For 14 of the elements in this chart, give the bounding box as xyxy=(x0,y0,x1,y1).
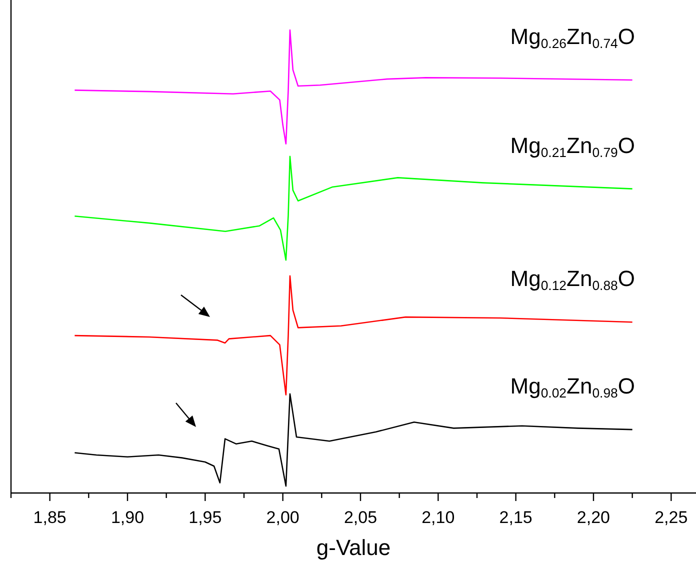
x-tick-label: 2,25 xyxy=(654,508,688,527)
x-tick-label: 2,15 xyxy=(499,508,532,527)
series-label: Mg$_{0.21}$Zn$_{0.79}$O xyxy=(510,132,635,160)
series-label: Mg$_{0.26}$Zn$_{0.74}$O xyxy=(510,24,635,51)
x-tick-label: 1,90 xyxy=(110,508,144,527)
x-tick-label: 2,20 xyxy=(576,508,610,527)
x-axis-title: g-Value xyxy=(316,535,391,560)
x-tick-label: 2,00 xyxy=(266,508,300,527)
series-label: Mg$_{0.02}$Zn$_{0.98}$O xyxy=(510,374,635,400)
x-tick-label: 2,05 xyxy=(344,508,378,527)
x-tick-label: 1,95 xyxy=(188,508,222,527)
x-tick-label: 2,10 xyxy=(422,508,455,527)
series-label: Mg$_{0.12}$Zn$_{0.88}$O xyxy=(510,266,635,294)
x-tick-label: 1,85 xyxy=(33,508,66,527)
